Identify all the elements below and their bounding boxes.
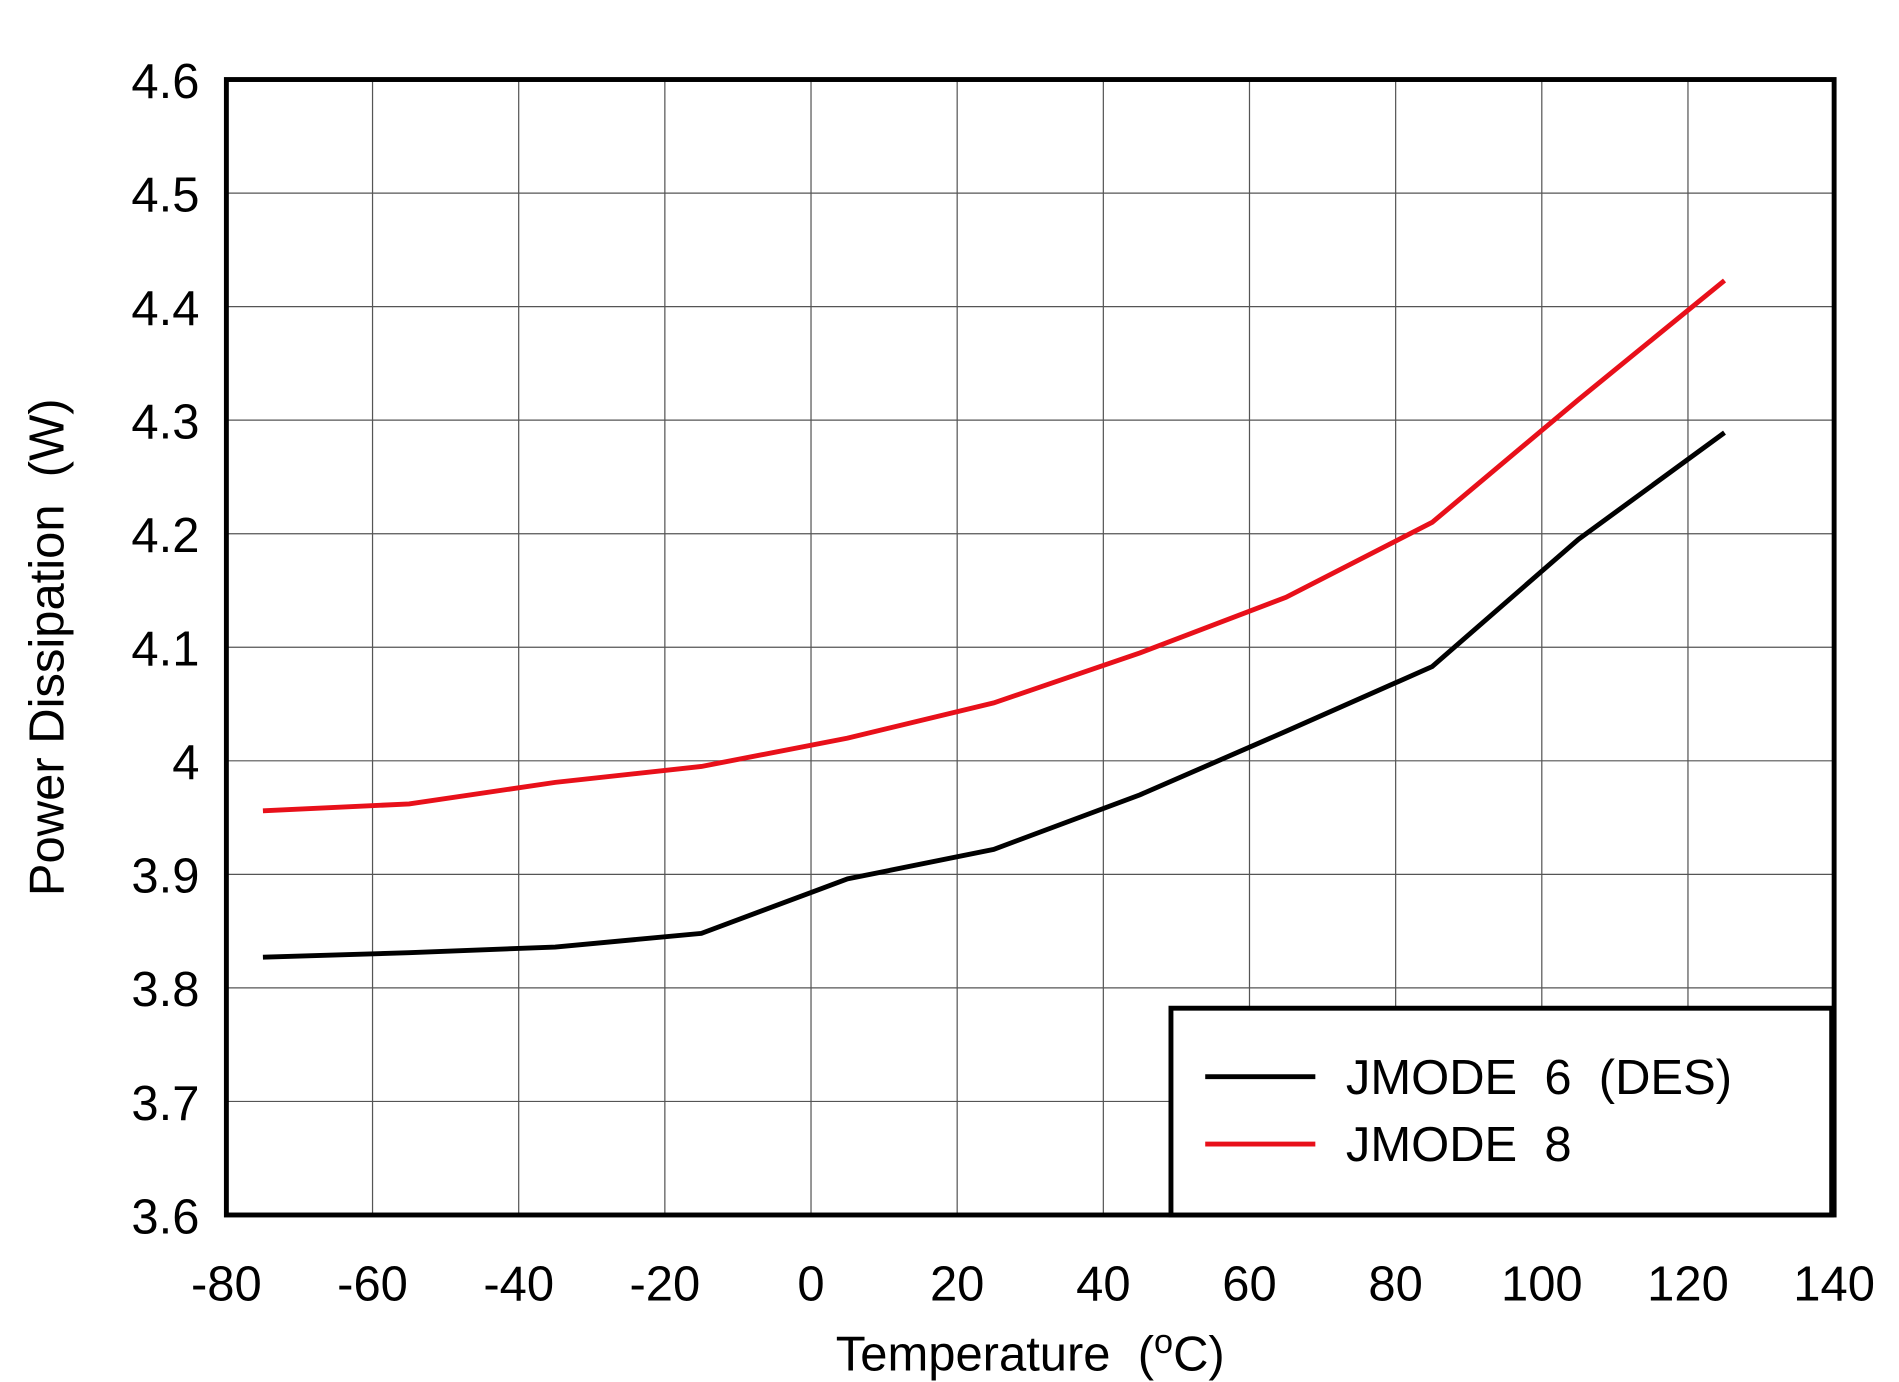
x-tick-label: 140 xyxy=(1793,1258,1875,1312)
y-tick-label: 3.8 xyxy=(131,963,199,1017)
legend-label: JMODE 6 (DES) xyxy=(1346,1051,1732,1105)
x-axis-label: Temperature (oC) xyxy=(836,1323,1225,1381)
y-tick-label: 4.1 xyxy=(131,623,199,677)
y-tick-label: 3.7 xyxy=(131,1077,199,1131)
x-tick-label: 120 xyxy=(1647,1258,1729,1312)
y-tick-label: 4.5 xyxy=(131,168,199,222)
x-tick-label: 40 xyxy=(1076,1258,1130,1312)
legend-label: JMODE 8 xyxy=(1346,1118,1572,1172)
legend-box xyxy=(1168,1005,1835,1218)
y-tick-label: 3.9 xyxy=(131,850,199,904)
x-tick-label: -20 xyxy=(629,1258,700,1312)
x-tick-label: 80 xyxy=(1368,1258,1422,1312)
plot-frame xyxy=(223,77,1837,1218)
data-line xyxy=(262,430,1726,960)
x-axis-label-superscript: o xyxy=(1154,1323,1173,1361)
y-tick-label: 4.2 xyxy=(131,509,199,563)
x-tick-label: 100 xyxy=(1501,1258,1583,1312)
x-axis-label-part: C) xyxy=(1173,1327,1225,1381)
y-tick-label: 4.6 xyxy=(131,55,199,109)
data-line xyxy=(262,278,1727,814)
x-axis-label-part: Temperature ( xyxy=(836,1327,1155,1381)
x-tick-label: -40 xyxy=(483,1258,554,1312)
x-tick-label: 20 xyxy=(930,1258,984,1312)
y-tick-label: 4.4 xyxy=(131,282,199,336)
y-axis-label: Power Dissipation (W) xyxy=(21,398,75,896)
x-tick-label: -60 xyxy=(337,1258,408,1312)
y-tick-label: 4.3 xyxy=(131,396,199,450)
y-tick-label: 4 xyxy=(172,736,199,790)
y-tick-label: 3.6 xyxy=(131,1190,199,1244)
x-tick-label: -80 xyxy=(191,1258,262,1312)
x-tick-label: 60 xyxy=(1222,1258,1276,1312)
x-tick-label: 0 xyxy=(797,1258,824,1312)
